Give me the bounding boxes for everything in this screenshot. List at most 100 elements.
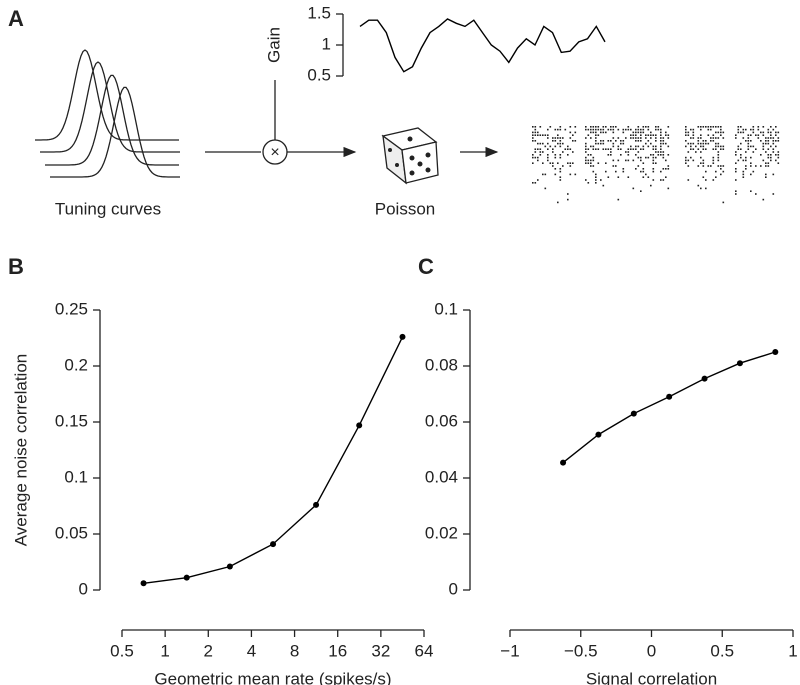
spike	[750, 134, 752, 136]
spike	[707, 126, 710, 128]
spike	[697, 137, 700, 139]
spike	[742, 159, 745, 162]
spike	[547, 159, 549, 162]
spike	[777, 140, 780, 142]
spike	[697, 142, 700, 145]
point	[140, 580, 147, 587]
spike	[554, 140, 557, 142]
spike	[742, 170, 745, 173]
spike	[585, 148, 587, 150]
spike	[740, 131, 742, 134]
spike	[642, 128, 645, 131]
spike	[737, 126, 740, 128]
spike	[625, 151, 627, 153]
spike	[650, 154, 652, 156]
spike	[597, 126, 600, 128]
spike	[662, 151, 665, 153]
spike	[549, 162, 552, 164]
spike	[765, 142, 767, 145]
spike	[697, 140, 700, 142]
spike	[645, 156, 647, 159]
spike	[710, 165, 712, 167]
spike	[705, 148, 707, 150]
spike	[665, 131, 667, 134]
spike	[660, 140, 662, 142]
y-tick-label: 0.08	[425, 355, 458, 374]
spike	[605, 162, 607, 164]
spike	[737, 131, 740, 134]
spike	[687, 165, 690, 167]
spike	[627, 176, 630, 178]
spike	[720, 168, 722, 170]
spike	[657, 126, 660, 128]
spike	[717, 151, 720, 153]
spike	[537, 156, 539, 159]
spike	[722, 148, 725, 150]
spike	[647, 126, 650, 128]
spike	[697, 184, 700, 187]
spike	[705, 142, 707, 145]
spike	[767, 131, 770, 134]
spike	[657, 128, 660, 131]
spike	[562, 142, 564, 145]
spike	[700, 162, 702, 164]
spike	[695, 145, 697, 148]
spike	[652, 145, 655, 148]
spike	[755, 193, 757, 195]
spike	[665, 134, 667, 136]
spike	[542, 142, 544, 145]
x-tick-label: 64	[415, 641, 434, 660]
spike	[595, 179, 597, 181]
spike	[685, 145, 687, 148]
spike	[775, 126, 777, 128]
spike	[712, 162, 715, 164]
spike	[637, 137, 640, 139]
spike	[605, 170, 607, 173]
spike	[567, 148, 569, 150]
spike	[640, 131, 642, 134]
spike	[622, 131, 625, 134]
spike	[720, 145, 722, 148]
spike	[539, 142, 542, 145]
spike	[657, 151, 660, 153]
point	[630, 410, 637, 417]
spike	[747, 134, 750, 136]
spike	[750, 162, 752, 164]
spike	[637, 145, 640, 148]
spike	[647, 128, 650, 131]
spike	[647, 176, 650, 178]
x-tick-label: 16	[328, 641, 347, 660]
spike	[559, 137, 562, 139]
y-tick-label: 0.02	[425, 523, 458, 542]
spike	[569, 126, 572, 128]
spike	[554, 137, 557, 139]
spike	[637, 156, 640, 159]
spike	[707, 134, 710, 136]
y-tick-label: 0.2	[64, 355, 88, 374]
spike	[562, 151, 564, 153]
spike	[607, 128, 610, 131]
spike	[737, 148, 740, 150]
spike	[692, 131, 695, 134]
spike	[597, 148, 600, 150]
spike	[642, 162, 645, 164]
spike	[742, 137, 745, 139]
spike	[585, 179, 587, 181]
spike	[652, 170, 655, 173]
point	[666, 393, 673, 400]
spike	[622, 168, 625, 170]
spike	[777, 162, 780, 164]
spike	[650, 184, 652, 187]
spike	[600, 179, 602, 181]
spike	[772, 151, 775, 153]
spike	[615, 140, 617, 142]
spike	[552, 137, 554, 139]
spike	[595, 148, 597, 150]
spike	[762, 145, 765, 148]
spike	[532, 134, 534, 136]
spike	[662, 140, 665, 142]
spike	[539, 154, 542, 156]
point	[399, 333, 406, 340]
spike	[572, 151, 574, 153]
spike	[692, 148, 695, 150]
